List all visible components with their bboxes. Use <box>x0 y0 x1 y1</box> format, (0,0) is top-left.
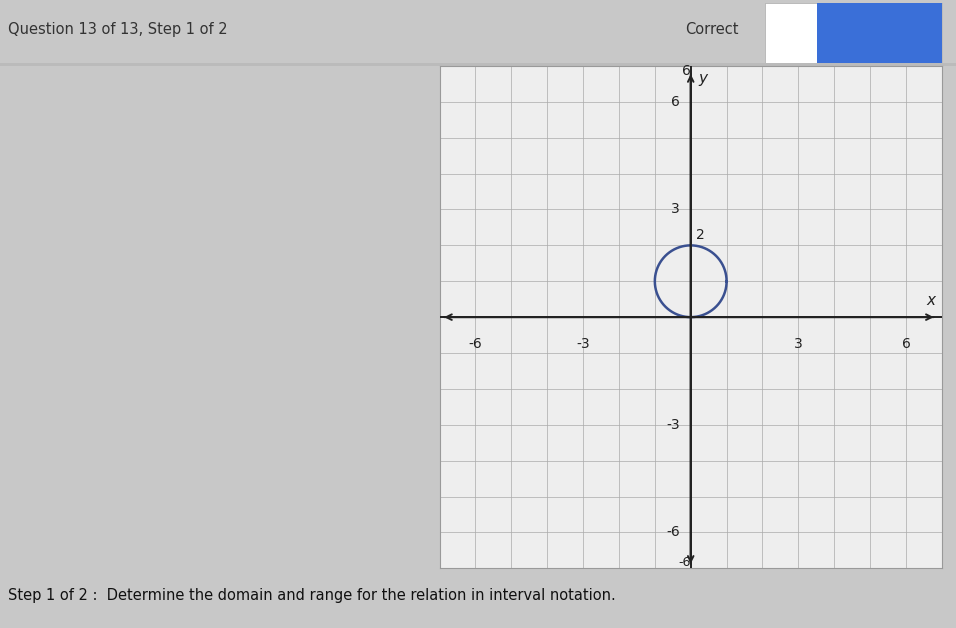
Bar <box>0 63 956 66</box>
Text: -6: -6 <box>666 526 680 539</box>
Text: Step 1 of 2 :  Determine the domain and range for the relation in interval notat: Step 1 of 2 : Determine the domain and r… <box>8 588 616 603</box>
Text: -6: -6 <box>679 556 690 570</box>
Text: 6: 6 <box>682 64 690 78</box>
Text: 6: 6 <box>671 95 680 109</box>
Text: x: x <box>926 293 936 308</box>
Text: 3: 3 <box>671 202 680 217</box>
Text: 2: 2 <box>696 229 705 242</box>
Text: -6: -6 <box>468 337 482 351</box>
Text: -3: -3 <box>576 337 590 351</box>
Bar <box>765 3 942 63</box>
Bar <box>817 3 942 63</box>
Text: 3: 3 <box>794 337 803 351</box>
Text: 6: 6 <box>902 337 910 351</box>
Text: Correct: Correct <box>685 22 739 37</box>
Text: -3: -3 <box>666 418 680 432</box>
Text: y: y <box>699 71 707 86</box>
Text: Question 13 of 13, Step 1 of 2: Question 13 of 13, Step 1 of 2 <box>8 22 228 37</box>
